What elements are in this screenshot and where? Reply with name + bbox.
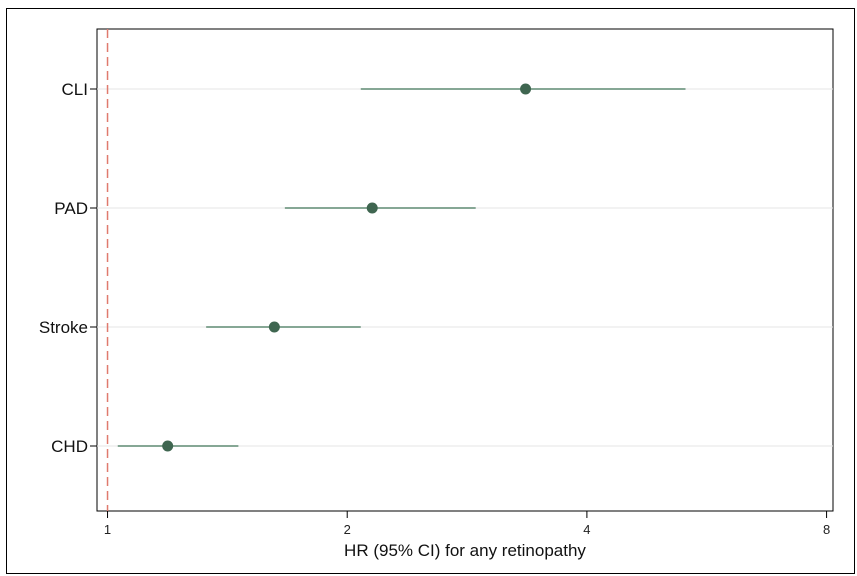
hr-point-cli [520,83,532,95]
x-tick-label: 4 [583,522,590,537]
x-axis-title: HR (95% CI) for any retinopathy [344,541,586,560]
hr-point-stroke [268,321,280,333]
x-tick-label: 1 [104,522,111,537]
y-tick-label-stroke: Stroke [39,318,88,337]
data-marks [117,83,686,452]
y-tick-label-cli: CLI [62,80,88,99]
y-tick-label-chd: CHD [51,437,88,456]
chart-frame [6,8,855,574]
y-tick-label-pad: PAD [54,199,88,218]
x-tick-label: 8 [823,522,830,537]
hr-point-pad [366,202,378,214]
plot-area [96,28,834,512]
x-tick-label: 2 [344,522,351,537]
hr-point-chd [162,440,174,452]
axes: CLI PAD Stroke CHD 1 2 4 8 [39,80,830,537]
